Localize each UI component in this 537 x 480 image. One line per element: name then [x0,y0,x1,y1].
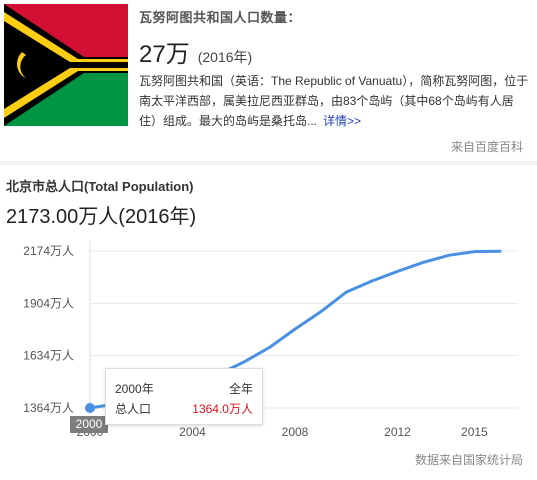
vanuatu-description-text: 瓦努阿图共和国（英语：The Republic of Vanuatu），简称瓦努… [139,74,529,128]
vanuatu-population-title: 瓦努阿图共和国人口数量： [139,10,302,25]
beijing-population-title: 北京市总人口(Total Population) [6,179,194,194]
y-tick-label: 2174万人 [23,244,74,258]
tooltip-period: 全年 [228,382,253,396]
vanuatu-population-value: 27万 [139,41,190,68]
vanuatu-description: 瓦努阿图共和国（英语：The Republic of Vanuatu），简称瓦努… [139,71,531,131]
hover-data-point[interactable] [85,403,95,413]
vanuatu-population-year: (2016年) [197,49,253,65]
y-tick-label: 1634万人 [23,349,74,363]
beijing-population-value: 2173.00万人(2016年) [6,206,197,228]
vanuatu-value-row: 27万 (2016年) [139,34,252,69]
tooltip-amount: 1364.0万人 [192,402,253,416]
x-tick-label: 2008 [282,425,309,439]
details-link[interactable]: 详情>> [323,114,362,128]
y-tick-label: 1904万人 [23,296,74,310]
baike-source[interactable]: 来自百度百科 [450,140,523,154]
tooltip-metric: 总人口 [115,402,152,416]
tooltip-year: 2000年 [115,382,154,396]
x-tick-label: 2015 [461,425,488,439]
tooltip-row-value: 总人口 1364.0万人 [115,400,253,417]
x-tick-label: 2012 [384,425,411,439]
x-tick-label: 2004 [179,425,206,439]
vanuatu-flag-image[interactable] [4,4,128,126]
stats-bureau-source[interactable]: 数据来自国家统计局 [414,453,523,467]
y-tick-label: 1364万人 [23,401,74,415]
x-axis-highlight-label: 2000 [70,416,108,433]
tooltip-row-year: 2000年 全年 [115,380,253,397]
beijing-population-card: 北京市总人口(Total Population) 2173.00万人(2016年… [0,165,537,480]
vanuatu-flag-graphic [4,4,128,126]
chart-tooltip: 2000年 全年 总人口 1364.0万人 [105,368,263,425]
vanuatu-card: 瓦努阿图共和国人口数量： 27万 (2016年) 瓦努阿图共和国（英语：The … [0,0,537,161]
